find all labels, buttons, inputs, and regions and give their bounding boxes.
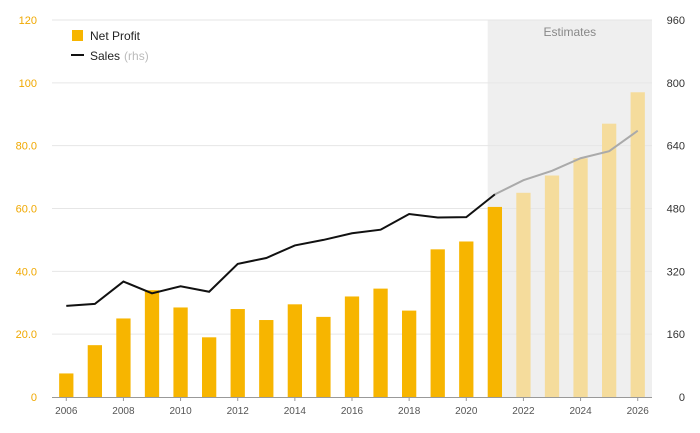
y-left-tick-label: 80.0 (16, 141, 37, 153)
y-axis-right-ticks: 0 160 320 480 640 800 960 (667, 15, 685, 404)
y-right-tick-label: 0 (679, 392, 685, 404)
sales-line-estimate (494, 129, 639, 196)
bar-net-profit-2022 (516, 192, 531, 397)
bar-net-profit-2023 (544, 175, 560, 397)
bar-net-profit-2024 (573, 158, 588, 397)
x-tick-label: 2018 (398, 406, 421, 417)
x-tick-label: 2026 (627, 406, 650, 417)
x-tick-label: 2006 (55, 406, 78, 417)
y-left-tick-label: 60.0 (16, 204, 37, 216)
bar-net-profit-2010 (173, 307, 188, 397)
bar-net-profit-2026 (630, 92, 645, 397)
sales-line (66, 129, 639, 307)
bar-net-profit-2006 (59, 373, 74, 397)
x-tick-label: 2010 (169, 406, 192, 417)
x-tick-label: 2022 (512, 406, 535, 417)
x-axis-ticks: 2006 2008 2010 2012 2014 2016 2018 2020 2022 2024… (55, 397, 649, 417)
x-tick-label: 2014 (284, 406, 307, 417)
bar-net-profit-2017 (373, 288, 388, 397)
bar-net-profit-2016 (344, 296, 360, 397)
legend-swatch-net-profit (72, 30, 83, 41)
legend: Net Profit Sales (rhs) (71, 29, 149, 63)
bar-net-profit-2013 (259, 320, 274, 397)
bar-net-profit-2020 (459, 241, 474, 397)
bar-net-profit-2019 (430, 249, 445, 397)
bar-net-profit-2012 (230, 309, 245, 397)
y-left-tick-label: 0 (31, 392, 37, 404)
bar-net-profit-2021 (487, 206, 502, 397)
y-right-tick-label: 480 (667, 204, 685, 216)
bar-net-profit-2018 (402, 310, 417, 397)
bar-net-profit-2008 (116, 318, 131, 397)
bar-net-profit-2015 (316, 316, 331, 397)
y-right-tick-label: 160 (667, 329, 685, 341)
legend-label-sales-suffix: (rhs) (124, 49, 149, 63)
y-right-tick-label: 960 (667, 15, 685, 27)
sales-line-actual (66, 193, 496, 307)
bar-net-profit-2009 (144, 290, 160, 397)
y-left-tick-label: 100 (19, 78, 37, 90)
x-tick-label: 2024 (569, 406, 592, 417)
x-tick-label: 2016 (341, 406, 364, 417)
bar-net-profit-2007 (87, 345, 102, 397)
legend-label-net-profit: Net Profit (90, 29, 141, 43)
estimates-label: Estimates (544, 25, 597, 39)
x-tick-label: 2020 (455, 406, 478, 417)
bar-net-profit-2025 (602, 123, 617, 398)
x-tick-label: 2008 (112, 406, 135, 417)
y-left-tick-label: 120 (19, 15, 37, 27)
legend-label-sales-name: Sales (90, 49, 120, 63)
y-right-tick-label: 320 (667, 266, 685, 278)
y-right-tick-label: 800 (667, 78, 685, 90)
legend-label-sales: Sales (rhs) (90, 49, 149, 63)
x-tick-label: 2012 (227, 406, 250, 417)
net-profit-bars (59, 92, 645, 398)
y-axis-left-ticks: 0 20.0 40.0 60.0 80.0 100 120 (16, 15, 37, 404)
y-right-tick-label: 640 (667, 141, 685, 153)
bar-net-profit-2011 (202, 337, 217, 397)
bar-net-profit-2014 (287, 304, 302, 397)
y-left-tick-label: 20.0 (16, 329, 37, 341)
y-left-tick-label: 40.0 (16, 266, 37, 278)
